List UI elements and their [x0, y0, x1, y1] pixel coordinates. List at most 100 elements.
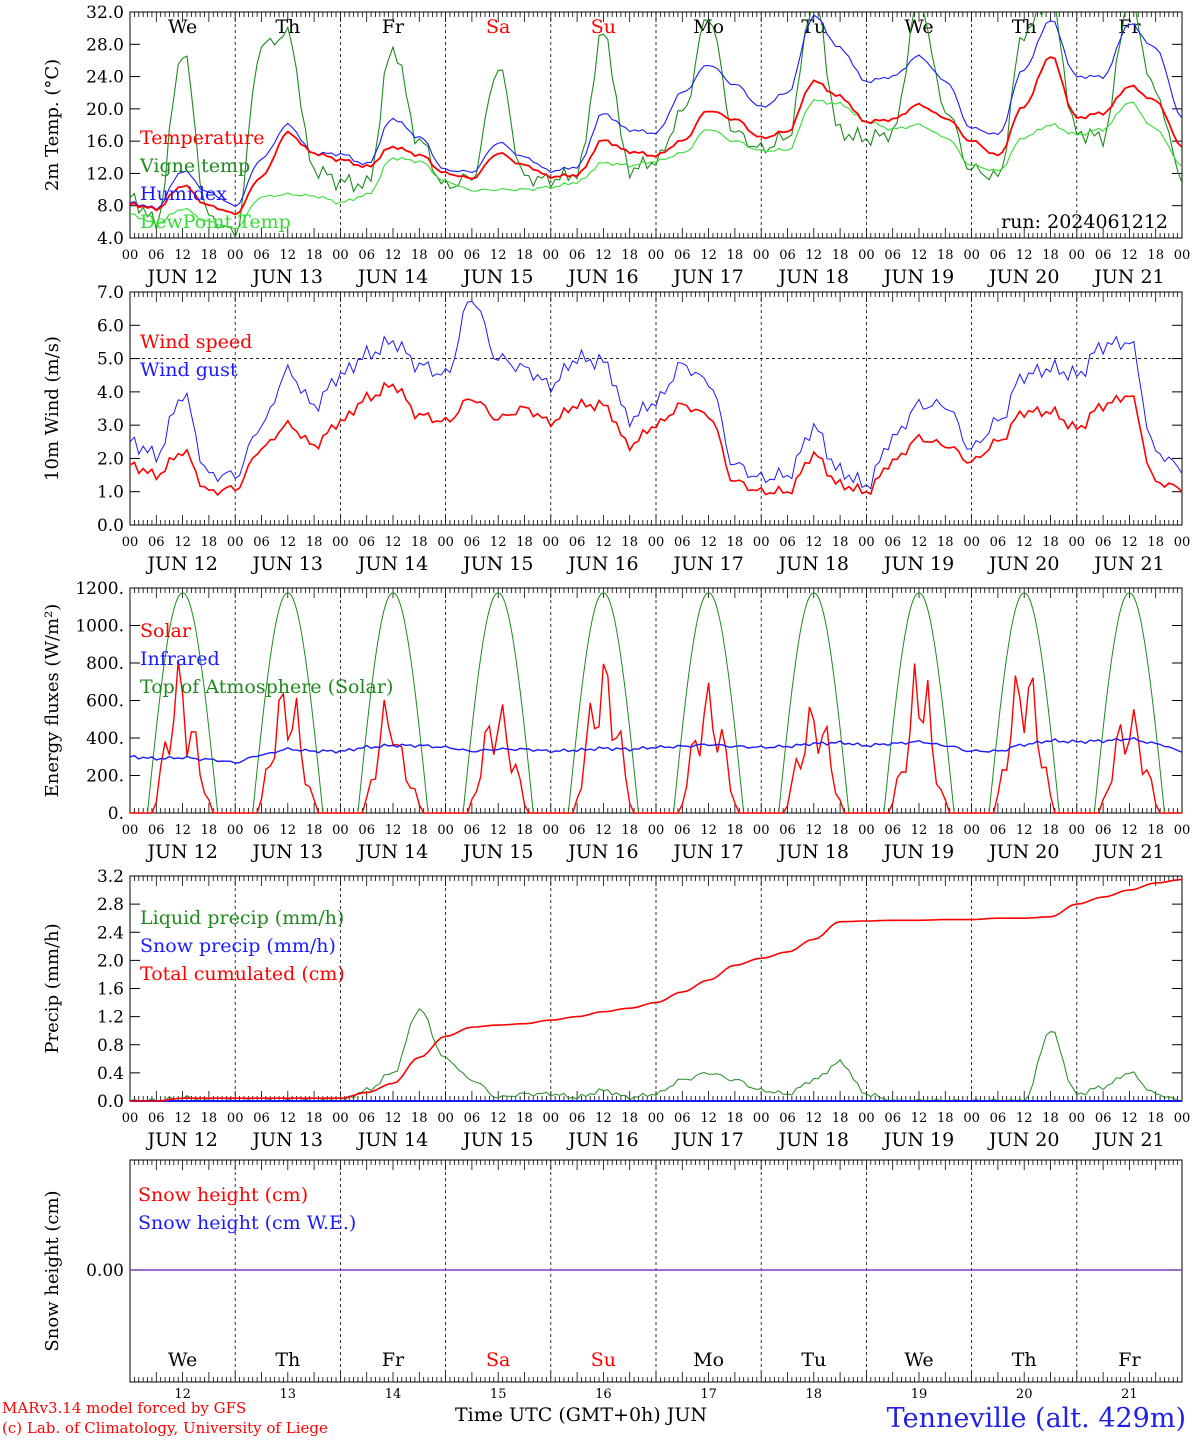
precip-date-label: JUN 20 [987, 1129, 1059, 1151]
wind-hour-label: 12 [490, 535, 507, 550]
energy-hour-label: 06 [674, 823, 691, 838]
energy-hour-label: 00 [543, 823, 560, 838]
wind-legend-0: Wind speed [140, 331, 252, 353]
precip-hour-label: 00 [1069, 1111, 1086, 1126]
wind-hour-label: 18 [411, 535, 428, 550]
temp-hour-label: 00 [648, 248, 665, 263]
energy-date-label: JUN 12 [145, 841, 217, 863]
precip-hour-label: 12 [385, 1111, 402, 1126]
precip-date-label: JUN 15 [461, 1129, 533, 1151]
wind-hour-label: 12 [1121, 535, 1138, 550]
temp-ytick-label: 16.0 [86, 132, 124, 152]
temp-legend-0: Temperature [140, 127, 264, 149]
temp-legend-2: Humidex [140, 183, 227, 205]
precip-hour-label: 00 [963, 1111, 980, 1126]
snow-weekday-label: We [168, 1349, 197, 1371]
energy-frame [129, 587, 1183, 814]
temp-series-temperature [130, 56, 1182, 216]
snow-day-number: 19 [911, 1387, 928, 1402]
wind-hour-label: 06 [779, 535, 796, 550]
precip-hour-label: 12 [490, 1111, 507, 1126]
wind-hour-label: 18 [832, 535, 849, 550]
energy-hour-label: 12 [700, 823, 717, 838]
energy-date-label: JUN 20 [987, 841, 1059, 863]
temp-hour-label: 06 [148, 248, 165, 263]
wind-hour-label: 00 [122, 535, 139, 550]
precip-hour-label: 18 [832, 1111, 849, 1126]
temp-hour-label: 00 [858, 248, 875, 263]
snow-day-number: 13 [280, 1387, 297, 1402]
energy-date-label: JUN 16 [566, 841, 638, 863]
energy-hour-label: 12 [490, 823, 507, 838]
energy-hour-label: 00 [963, 823, 980, 838]
wind-date-label: JUN 18 [777, 553, 849, 575]
wind-hour-label: 00 [1174, 535, 1191, 550]
temp-date-label: JUN 16 [566, 266, 638, 288]
precip-hour-label: 06 [464, 1111, 481, 1126]
energy-hour-label: 06 [358, 823, 375, 838]
snow-weekday-label: Mo [693, 1349, 724, 1371]
temp-weekday-label: We [904, 16, 933, 38]
precip-hour-label: 00 [122, 1111, 139, 1126]
precip-hour-label: 12 [911, 1111, 928, 1126]
precip-hour-label: 12 [174, 1111, 191, 1126]
wind-ytick-label: 6.0 [97, 316, 124, 336]
temp-hour-label: 12 [911, 248, 928, 263]
precip-hour-label: 06 [1095, 1111, 1112, 1126]
temp-hour-label: 12 [1016, 248, 1033, 263]
energy-date-label: JUN 18 [777, 841, 849, 863]
energy-hour-label: 18 [516, 823, 533, 838]
precip-ytick-label: 0.4 [97, 1064, 124, 1084]
precip-hour-label: 18 [306, 1111, 323, 1126]
precip-hour-label: 18 [937, 1111, 954, 1126]
precip-ylabel: Precip (mm/h) [42, 923, 63, 1053]
temp-date-label: JUN 20 [987, 266, 1059, 288]
precip-hour-label: 06 [358, 1111, 375, 1126]
wind-date-label: JUN 21 [1092, 553, 1164, 575]
energy-ytick-label: 0. [108, 804, 124, 824]
x-axis-title-text: Time UTC (GMT+0h) [455, 1404, 661, 1426]
temp-legend-3: DewPoint Temp [140, 211, 291, 233]
wind-hour-label: 00 [858, 535, 875, 550]
energy-hour-label: 06 [884, 823, 901, 838]
temp-weekday-label: Tu [801, 16, 826, 38]
temp-hour-label: 06 [358, 248, 375, 263]
temp-hour-label: 00 [122, 248, 139, 263]
temp-series-group [130, 12, 1182, 238]
precip-hour-label: 12 [595, 1111, 612, 1126]
wind-hour-label: 12 [595, 535, 612, 550]
energy-hour-label: 12 [1121, 823, 1138, 838]
temp-hour-label: 18 [621, 248, 638, 263]
precip-date-label: JUN 12 [145, 1129, 217, 1151]
temp-hour-label: 12 [385, 248, 402, 263]
wind-hour-label: 18 [621, 535, 638, 550]
precip-legend-2: Total cumulated (cm) [140, 963, 345, 985]
temp-date-label: JUN 18 [777, 266, 849, 288]
temp-hour-label: 18 [306, 248, 323, 263]
wind-hour-label: 12 [385, 535, 402, 550]
precip-ytick-label: 2.8 [97, 895, 124, 915]
wind-ytick-label: 7.0 [97, 283, 124, 303]
temp-series-dewpoint-temp [130, 99, 1182, 230]
precip-hour-label: 18 [411, 1111, 428, 1126]
precip-hour-label: 00 [1174, 1111, 1191, 1126]
wind-hour-label: 06 [569, 535, 586, 550]
energy-hour-label: 18 [411, 823, 428, 838]
wind-date-label: JUN 19 [882, 553, 954, 575]
precip-hour-label: 00 [753, 1111, 770, 1126]
energy-hour-label: 18 [1147, 823, 1164, 838]
temp-ytick-label: 20.0 [86, 100, 124, 120]
credit-line-model: MARv3.14 model forced by GFS [2, 1399, 247, 1417]
energy-hour-label: 12 [911, 823, 928, 838]
wind-hour-label: 18 [306, 535, 323, 550]
energy-hour-label: 00 [1069, 823, 1086, 838]
wind-hour-label: 06 [253, 535, 270, 550]
precip-legend-0: Liquid precip (mm/h) [140, 907, 344, 929]
wind-legend-1: Wind gust [140, 359, 238, 381]
energy-hour-label: 18 [306, 823, 323, 838]
energy-hour-label: 12 [806, 823, 823, 838]
wind-ytick-label: 0.0 [97, 516, 124, 536]
energy-date-label: JUN 21 [1092, 841, 1164, 863]
energy-hour-label: 00 [437, 823, 454, 838]
energy-hour-label: 18 [727, 823, 744, 838]
